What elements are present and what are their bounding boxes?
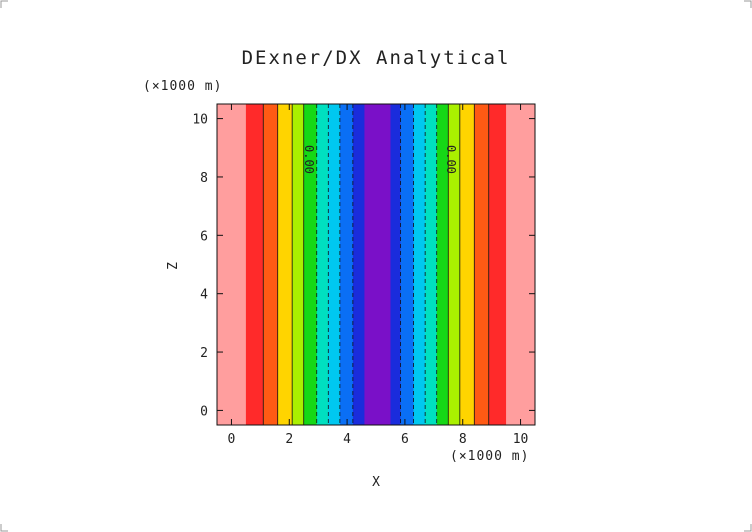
x-tick-label-3: 6 bbox=[401, 432, 409, 447]
contour-labels: 0.00 0.00 bbox=[302, 145, 458, 174]
y-tick-label-2: 4 bbox=[200, 288, 208, 303]
heatmap-band-4 bbox=[292, 104, 305, 425]
heatmap-band-10 bbox=[364, 104, 391, 425]
z-unit-label: (×1000 m) bbox=[143, 79, 222, 94]
contour-label-0: 0.00 bbox=[302, 145, 316, 174]
chart-title: DExner/DX Analytical bbox=[242, 47, 511, 69]
heatmap-band-18 bbox=[474, 104, 490, 425]
heatmap-band-12 bbox=[400, 104, 414, 425]
x-tick-label-0: 0 bbox=[228, 432, 236, 447]
heatmap-band-19 bbox=[488, 104, 507, 425]
x-tick-label-2: 4 bbox=[343, 432, 351, 447]
heatmap-band-3 bbox=[277, 104, 293, 425]
heatmap-band-20 bbox=[506, 104, 536, 425]
heatmap-band-0 bbox=[217, 104, 247, 425]
heatmap-bands bbox=[217, 104, 536, 425]
x-unit-label: (×1000 m) bbox=[450, 449, 529, 464]
y-tick-label-3: 6 bbox=[200, 229, 208, 244]
heatmap-band-8 bbox=[339, 104, 354, 425]
contour-label-1: 0.00 bbox=[444, 145, 458, 174]
heatmap-band-9 bbox=[352, 104, 365, 425]
y-tick-label-1: 2 bbox=[200, 346, 208, 361]
heatmap-band-6 bbox=[316, 104, 329, 425]
plot-frame bbox=[216, 103, 536, 426]
x-axis-label: X bbox=[372, 475, 380, 490]
y-tick-label-4: 8 bbox=[200, 171, 208, 186]
heatmap-band-2 bbox=[263, 104, 279, 425]
heatmap-band-11 bbox=[390, 104, 401, 425]
heatmap-band-14 bbox=[425, 104, 438, 425]
x-tick-label-5: 10 bbox=[513, 432, 529, 447]
heatmap-band-17 bbox=[459, 104, 475, 425]
heatmap-band-13 bbox=[413, 104, 426, 425]
x-tick-label-1: 2 bbox=[285, 432, 293, 447]
contour-lines bbox=[262, 104, 490, 425]
heatmap-band-7 bbox=[328, 104, 341, 425]
heatmap-band-5 bbox=[303, 104, 318, 425]
heatmap-band-15 bbox=[436, 104, 449, 425]
y-tick-label-5: 10 bbox=[192, 113, 208, 128]
y-tick-label-0: 0 bbox=[200, 404, 208, 419]
heatmap-band-16 bbox=[448, 104, 461, 425]
axis-ticks: 0 2 4 6 8 10 0 2 4 6 8 10 bbox=[192, 104, 535, 447]
y-axis-label: Z bbox=[166, 262, 181, 270]
x-tick-label-4: 8 bbox=[459, 432, 467, 447]
heatmap-band-1 bbox=[245, 104, 264, 425]
